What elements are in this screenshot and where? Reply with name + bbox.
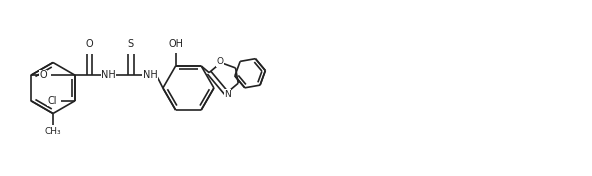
Text: N: N	[224, 90, 231, 99]
Text: NH: NH	[101, 70, 116, 80]
Text: OH: OH	[168, 39, 183, 49]
Text: Cl: Cl	[47, 96, 57, 106]
Text: S: S	[128, 39, 134, 49]
Text: CH₃: CH₃	[44, 127, 62, 137]
Text: O: O	[39, 70, 47, 80]
Text: O: O	[217, 57, 223, 66]
Text: O: O	[86, 39, 93, 49]
Text: NH: NH	[143, 70, 157, 80]
